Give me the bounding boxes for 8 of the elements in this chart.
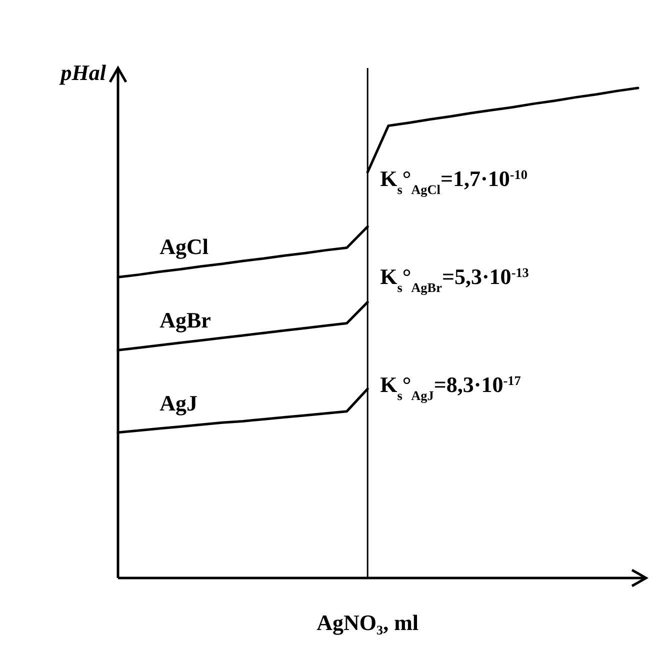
series-label: AgJ <box>160 390 198 416</box>
x-axis-title: AgNO₃, ml <box>316 610 419 635</box>
series-label: AgCl <box>160 234 208 259</box>
annotation: K$_{s}$°$_{AgBr}$=5,3·10$^{-13}$ <box>380 264 530 294</box>
annotation: K$_{s}$°$_{AgJ}$=8,3·10$^{-17}$ <box>380 372 522 402</box>
annotation: K$_{s}$°$_{AgCl}$=1,7·10$^{-10}$ <box>380 166 528 196</box>
series-label: AgBr <box>160 307 212 332</box>
y-axis-title: pHal <box>58 60 107 85</box>
